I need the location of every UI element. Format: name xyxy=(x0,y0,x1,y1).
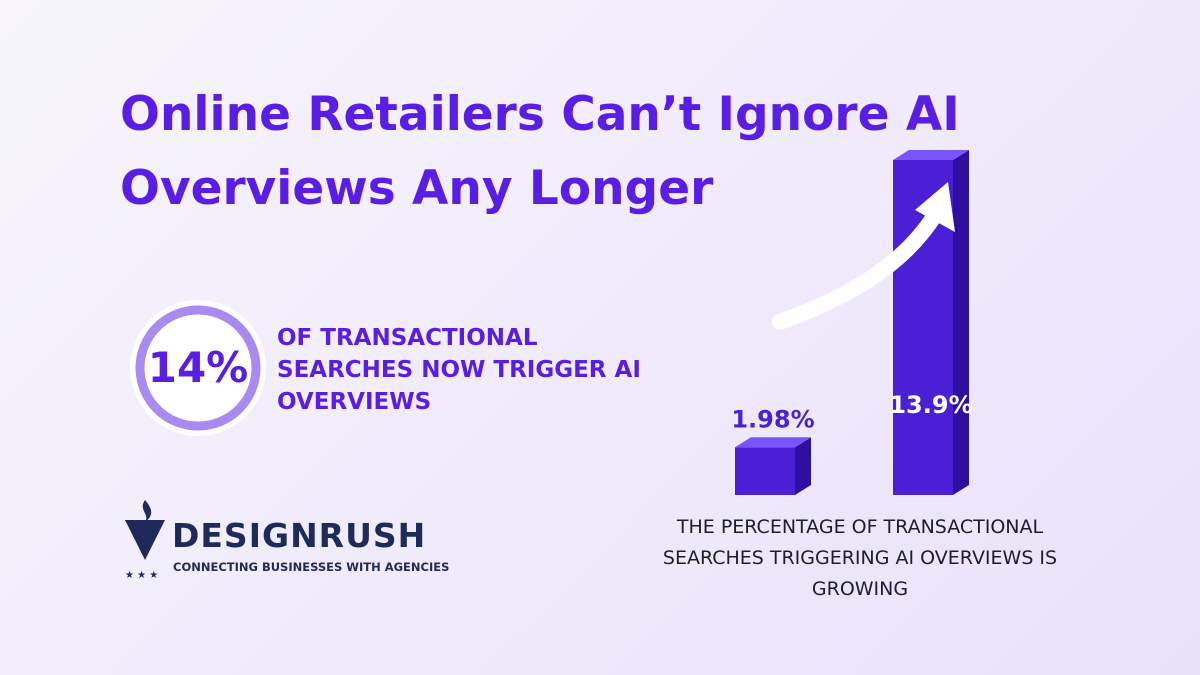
value-label: 13.9% xyxy=(889,391,972,419)
bar xyxy=(735,437,811,495)
badge-value: 14% xyxy=(148,343,249,392)
bar xyxy=(893,150,969,495)
stat-text: OF TRANSACTIONAL SEARCHES NOW TRIGGER AI… xyxy=(277,325,641,415)
trend-arrow xyxy=(772,207,943,330)
logo-flame xyxy=(142,500,152,522)
logo-stars: ★ ★ ★ xyxy=(125,570,158,581)
brand-tagline: CONNECTING BUSINESSES WITH AGENCIES xyxy=(173,560,450,574)
title: Online Retailers Can’t Ignore AI Overvie… xyxy=(120,87,960,216)
bar-front xyxy=(735,447,795,495)
trend-arrow-head xyxy=(915,182,955,232)
value-label: 1.98% xyxy=(731,405,814,433)
bar-side xyxy=(953,150,969,495)
logo-shape xyxy=(125,520,165,560)
bar-top xyxy=(735,437,811,448)
brand-name: DESIGNRUSH xyxy=(172,516,427,555)
bar-top xyxy=(893,150,969,160)
badge-outer xyxy=(130,300,266,436)
chart-caption: THE PERCENTAGE OF TRANSACTIONAL SEARCHES… xyxy=(662,516,1058,600)
bar-side xyxy=(795,437,811,495)
badge-ring xyxy=(135,305,261,431)
